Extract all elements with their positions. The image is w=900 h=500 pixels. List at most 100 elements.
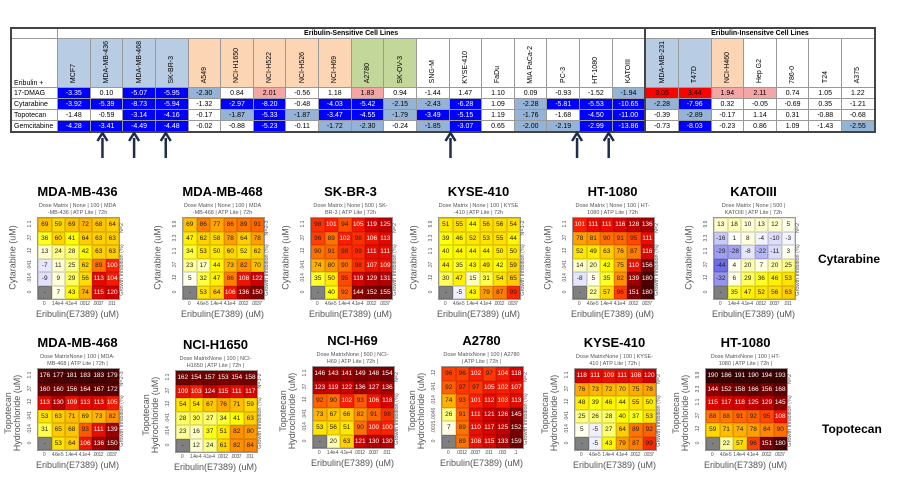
heatmap-cell: 73 [588, 382, 602, 396]
panel-title: KYSE-410 [447, 184, 510, 199]
table-cell: -4.03 [318, 98, 352, 111]
heatmap-cell: 74 [442, 394, 456, 408]
heatmap-cell: 118 [380, 394, 394, 408]
x-tick-label: 1.4e-4 [326, 450, 339, 456]
heatmap-cell: 90 [311, 245, 325, 259]
x-axis-label: Eribulin(E7389) (uM) [180, 309, 265, 319]
table-cell: 1.09 [481, 98, 515, 111]
heatmap-cell: 101 [469, 394, 483, 408]
heatmap-cell: 54 [189, 398, 203, 412]
up-arrow-icon [128, 130, 141, 158]
heatmap-cell: 136 [380, 380, 394, 394]
heatmap-cell: 90 [773, 423, 787, 437]
heatmap-cell: 81 [586, 231, 600, 245]
heatmap-cell: 60 [223, 245, 237, 259]
table-cell: 0.94 [383, 87, 417, 100]
heatmap-cell: 5 [575, 423, 589, 437]
heatmap-cell: 113 [92, 396, 106, 410]
heatmap-cell: 152 [509, 421, 523, 435]
heatmap-cell: 99 [506, 285, 520, 299]
heatmap-cell: -9 [38, 272, 52, 286]
column-header: MIA PaCa-2 [513, 37, 548, 89]
heatmap-cell: 28 [176, 411, 190, 425]
heatmap-cell: 126 [496, 407, 510, 421]
heatmap-cell: 180 [773, 436, 787, 450]
heatmap-cell: 111 [365, 245, 379, 259]
panel-subtitle: BR-3 | ATP Lite | 72h [325, 210, 376, 216]
heatmap-cell: 113 [92, 272, 106, 286]
row-label: Cytarabine [10, 98, 58, 111]
heatmap-cell: 63 [92, 245, 106, 259]
heatmap-cell: 53 [196, 245, 210, 259]
table-cell: 1.47 [448, 87, 483, 100]
table-cell: -2.19 [546, 120, 580, 133]
heatmap-cell: 148 [367, 367, 381, 381]
heatmap-cell: 16 [189, 425, 203, 439]
table-cell: -8.03 [677, 120, 712, 133]
heatmap-cell: 139 [105, 423, 119, 437]
heatmap-cell: 141 [340, 367, 354, 381]
column-header: MDA-MB-231 [644, 37, 679, 89]
heatmap-cell: 63 [600, 245, 614, 259]
table-cell: -2.55 [840, 120, 876, 133]
heatmap-cell: 136 [640, 218, 654, 232]
heatmap-cell: - [439, 285, 453, 299]
heatmap-cell: 172 [105, 382, 119, 396]
y-tick-label: 0 [695, 441, 701, 444]
column-header-label: MDA-MB-468 [135, 41, 143, 84]
heatmap-cell: 108 [469, 434, 483, 448]
x-tick-label: .0012 [237, 301, 249, 307]
x-tick-label: 0 [42, 452, 46, 458]
heatmap-grid: 146 143 141 149 148 154 123 119 122 136 127 136 92 90… [312, 366, 395, 449]
heatmap-cell: 157 [203, 371, 217, 385]
heatmap-cell: 98 [338, 245, 352, 259]
heatmap-cell: 91 [367, 407, 381, 421]
table-cell: -0.68 [840, 109, 876, 122]
heatmap-cell: 109 [65, 396, 79, 410]
x-tick-label: 0 [710, 452, 714, 458]
heatmap-cell: 113 [378, 231, 392, 245]
x-tick-label: .0037 [230, 454, 242, 460]
table-row: 17-DMAG -3.35 0.10 -5.07 -5.95 -2.30 0.84 2.01-… [10, 87, 876, 100]
heatmap-cell: 41 [65, 231, 79, 245]
table-cell: -4.55 [350, 109, 385, 122]
heatmap-cell: 63 [105, 231, 119, 245]
heatmap-cell: 145 [773, 396, 787, 410]
column-header: SK-OV-3 [383, 37, 417, 89]
heatmap-cell: 30 [189, 411, 203, 425]
y-tick-label: 0 [302, 439, 308, 442]
table-cell: 1.18 [318, 87, 352, 100]
heatmap-cell: - [311, 285, 325, 299]
heatmap-cell: 177 [51, 369, 65, 383]
x-tick-label: .0037 [507, 301, 518, 307]
synergy-table: Eribulin-Sensitive Cell Lines Eribulin-In… [10, 27, 876, 133]
heatmap-cell: 179 [105, 369, 119, 383]
heatmap-cell: 44 [466, 245, 480, 259]
panel-subtitle: Dose MatrixNone | 100 | HT- [710, 354, 781, 360]
column-header-label: NCI-H69 [331, 56, 339, 84]
x-tick-label: .0037 [92, 301, 104, 307]
heatmap-cell: - [706, 436, 720, 450]
heatmap-cell: 154 [189, 371, 203, 385]
heatmap-cell: 20 [586, 258, 600, 272]
heatmap-grid: 51 55 44 56 56 54 39 46 52 53 55 44 40 44 44 44 50 50 44 35… [438, 217, 521, 300]
heatmap-cell: 53 [196, 285, 210, 299]
heatmap-cell: -8 [573, 272, 587, 286]
x-tick-label: .0037 [367, 450, 379, 456]
heatmap-cell: 183 [78, 369, 92, 383]
column-header: 786-0 [775, 37, 810, 89]
heatmap-cell: 36 [38, 231, 52, 245]
heatmap-cell: - [313, 434, 327, 448]
table-cell: -5.07 [122, 87, 156, 100]
heatmap-cell: 162 [176, 371, 190, 385]
colorbar-label: Growth Inhibition (%) [257, 397, 263, 449]
heatmap-cell: 13 [714, 218, 728, 232]
heatmap-cell: 74 [311, 258, 325, 272]
heatmap-cell: 15 [466, 272, 480, 286]
table-cell: -5.94 [154, 98, 189, 111]
table-cell: -1.32 [187, 98, 222, 111]
heatmap-cell: 88 [706, 409, 720, 423]
heatmap-cell: 25 [65, 258, 79, 272]
heatmap-cell: 96 [455, 367, 469, 381]
heatmap-cell: 53 [313, 421, 327, 435]
